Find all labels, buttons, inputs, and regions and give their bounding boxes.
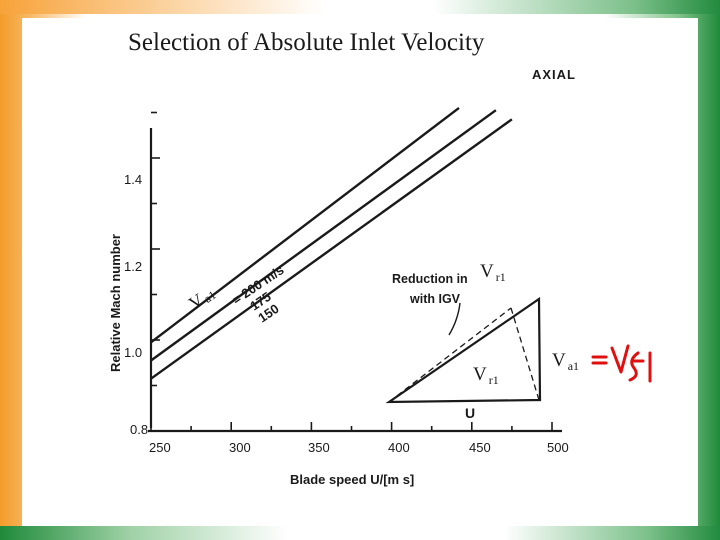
chart-header-label: AXIAL bbox=[532, 67, 576, 82]
igv-dashed-line-2 bbox=[510, 307, 540, 401]
y-axis-label: Relative Mach number bbox=[108, 234, 123, 372]
triangle-u-label: U bbox=[465, 405, 475, 421]
slide-title: Selection of Absolute Inlet Velocity bbox=[128, 29, 485, 56]
x-tick-label: 500 bbox=[547, 440, 569, 455]
x-tick-label: 400 bbox=[388, 440, 410, 455]
y-tick-label: 1.0 bbox=[124, 345, 142, 360]
annotation-leader-line bbox=[448, 302, 461, 336]
y-tick-label: 0.8 bbox=[130, 422, 148, 437]
slide-border-bottom bbox=[0, 526, 720, 540]
slide-canvas: Selection of Absolute Inlet Velocity AXI… bbox=[22, 18, 698, 526]
x-tick-label: 300 bbox=[229, 440, 251, 455]
slide-border-top bbox=[0, 0, 720, 14]
igv-dashed-line bbox=[388, 307, 512, 403]
x-axis-label: Blade speed U/[m s] bbox=[290, 472, 414, 487]
handwritten-note-vf1 bbox=[591, 344, 652, 383]
series-line-200 bbox=[150, 106, 460, 344]
chart: Selection of Absolute Inlet Velocity AXI… bbox=[108, 29, 652, 487]
annotation-reduction-line2: with IGV bbox=[409, 292, 461, 306]
y-tick-label: 1.4 bbox=[124, 172, 142, 187]
axis-ticks bbox=[150, 111, 553, 432]
y-tick-label: 1.2 bbox=[124, 259, 142, 274]
x-tick-label: 450 bbox=[469, 440, 491, 455]
series-line-175 bbox=[150, 109, 497, 362]
x-tick-label: 250 bbox=[149, 440, 171, 455]
annotation-reduction-line1: Reduction in bbox=[392, 272, 468, 286]
velocity-triangle bbox=[385, 296, 542, 404]
series-line-150 bbox=[150, 118, 513, 380]
va1-overlay-label: Va1 bbox=[185, 282, 219, 314]
x-tick-label: 350 bbox=[308, 440, 330, 455]
